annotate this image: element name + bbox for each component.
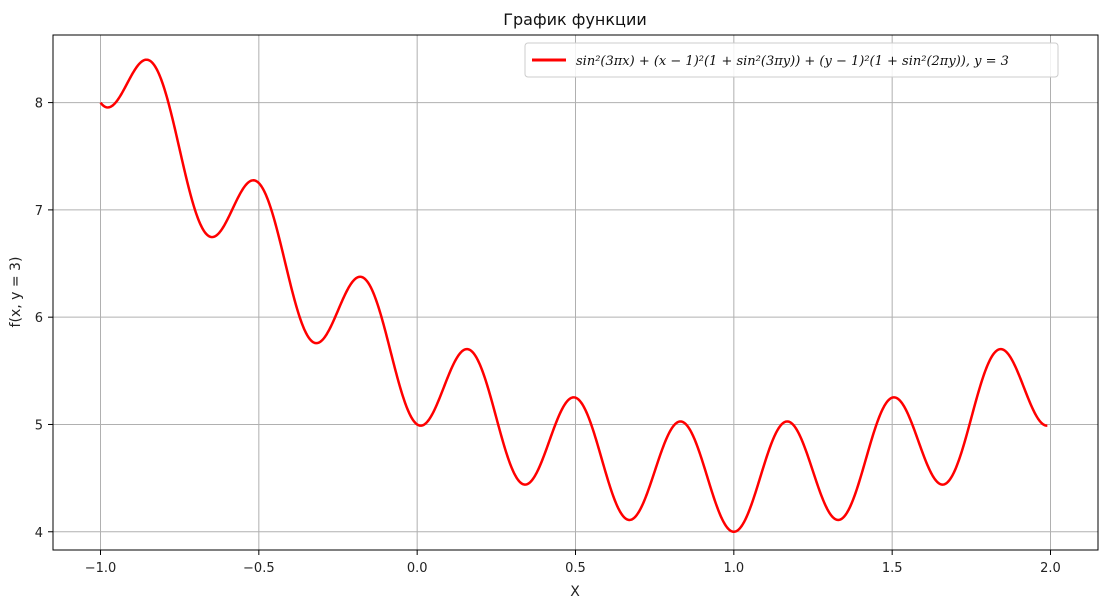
legend-label: sin²(3πx) + (x − 1)²(1 + sin²(3πy)) + (y… — [576, 54, 1009, 69]
series-line — [99, 58, 1048, 533]
y-tick-label: 6 — [35, 311, 43, 326]
x-tick-label: −0.5 — [243, 561, 275, 576]
x-tick-label: −1.0 — [85, 561, 117, 576]
legend: sin²(3πx) + (x − 1)²(1 + sin²(3πy)) + (y… — [524, 42, 1059, 78]
x-axis-ticks: −1.0 −0.5 0.0 0.5 1.0 1.5 2.0 — [85, 550, 1061, 576]
y-axis-ticks: 4 5 6 7 8 — [35, 97, 53, 541]
y-axis-label: f(x, y = 3) — [8, 257, 24, 328]
y-tick-label: 5 — [35, 418, 43, 433]
x-tick-label: 0.5 — [565, 561, 586, 576]
y-tick-label: 4 — [35, 526, 43, 541]
x-tick-label: 1.0 — [723, 561, 744, 576]
x-axis-label: X — [570, 584, 580, 600]
x-tick-label: 0.0 — [407, 561, 428, 576]
legend-box — [524, 42, 1059, 78]
chart-title: График функции — [503, 10, 647, 29]
plot-area — [99, 58, 1048, 533]
y-tick-label: 7 — [35, 204, 43, 219]
x-tick-label: 2.0 — [1040, 561, 1061, 576]
x-tick-label: 1.5 — [882, 561, 903, 576]
y-tick-label: 8 — [35, 97, 43, 112]
grid — [53, 35, 1098, 550]
